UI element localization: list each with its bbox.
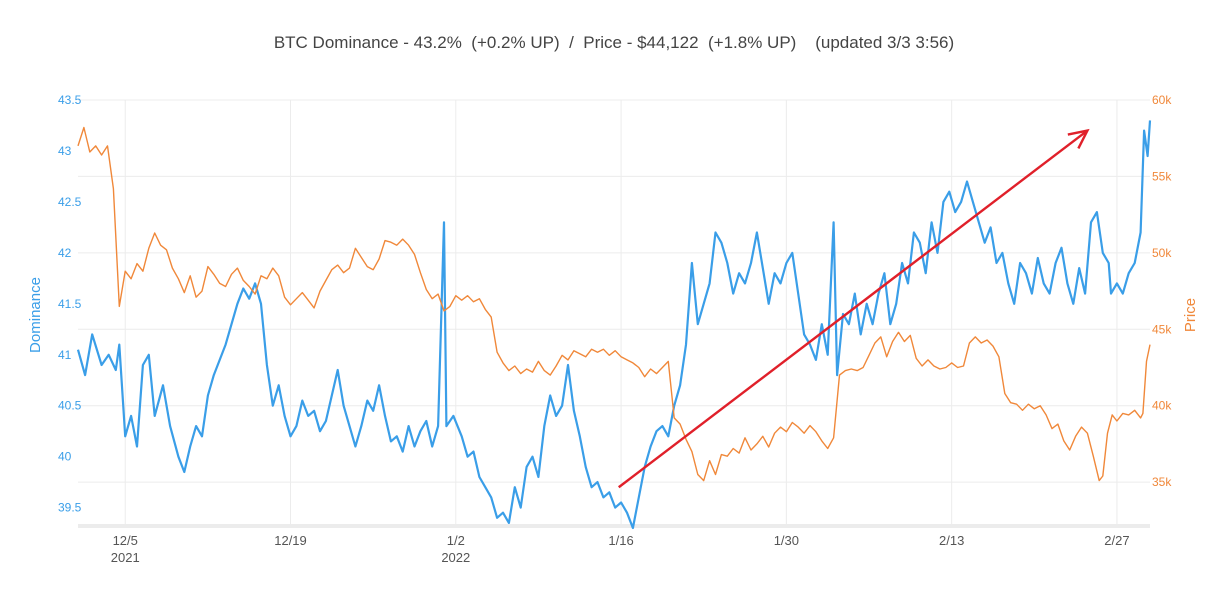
y-axis-left-title: Dominance xyxy=(27,277,44,353)
x-tick-year-label: 2021 xyxy=(111,550,140,565)
y-right-tick-label: 60k xyxy=(1152,93,1172,107)
y-left-tick-label: 40 xyxy=(58,450,72,464)
x-tick-label: 1/16 xyxy=(608,533,633,548)
y-right-tick-label: 50k xyxy=(1152,246,1172,260)
y-right-tick-label: 35k xyxy=(1152,475,1172,489)
arrow-shaft xyxy=(617,129,1089,489)
right-axis-ticks: 60k 55k 50k 45k 40k 35k xyxy=(1152,93,1172,489)
trend-arrow xyxy=(617,128,1090,489)
left-axis-ticks: 43.5 43 42.5 42 41.5 41 40.5 40 39.5 xyxy=(58,93,82,515)
dominance-line xyxy=(76,120,1152,530)
x-tick-label: 12/19 xyxy=(274,533,307,548)
x-tick-label: 12/5 xyxy=(113,533,138,548)
x-tick-label: 1/30 xyxy=(774,533,799,548)
series-lines xyxy=(76,120,1152,530)
x-tick-label: 1/2 xyxy=(447,533,465,548)
y-left-tick-label: 43 xyxy=(58,144,72,158)
chart-title: BTC Dominance - 43.2% (+0.2% UP) / Price… xyxy=(273,33,955,52)
y-right-tick-label: 40k xyxy=(1152,399,1172,413)
y-left-tick-label: 41.5 xyxy=(58,297,82,311)
x-tick-year-label: 2022 xyxy=(441,550,470,565)
y-right-tick-label: 45k xyxy=(1152,322,1172,336)
y-left-tick-label: 42 xyxy=(58,246,72,260)
gridlines xyxy=(78,99,1150,528)
y-left-tick-label: 41 xyxy=(58,348,72,362)
x-axis-baseline xyxy=(78,524,1150,528)
x-axis-ticks: 12/5 2021 12/19 1/2 2022 1/16 1/30 2/13 2/27 xyxy=(111,533,1130,565)
y-left-tick-label: 40.5 xyxy=(58,399,82,413)
price-line xyxy=(77,126,1151,482)
y-left-tick-label: 39.5 xyxy=(58,501,82,515)
x-tick-label: 2/27 xyxy=(1104,533,1129,548)
y-axis-right-title: Price xyxy=(1182,298,1199,332)
arrow-head xyxy=(1067,128,1090,149)
y-left-tick-label: 43.5 xyxy=(58,93,82,107)
x-tick-label: 2/13 xyxy=(939,533,964,548)
y-right-tick-label: 55k xyxy=(1152,169,1172,183)
y-left-tick-label: 42.5 xyxy=(58,195,82,209)
